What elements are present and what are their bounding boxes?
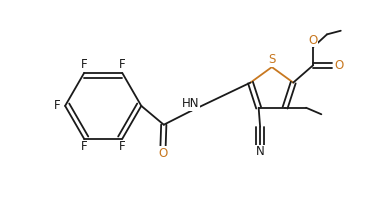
Text: HN: HN bbox=[182, 97, 200, 110]
Text: O: O bbox=[158, 147, 168, 159]
Text: N: N bbox=[256, 145, 265, 159]
Text: F: F bbox=[54, 99, 60, 112]
Text: F: F bbox=[81, 140, 87, 153]
Text: O: O bbox=[309, 34, 318, 47]
Text: F: F bbox=[119, 140, 126, 153]
Text: F: F bbox=[119, 58, 126, 71]
Text: O: O bbox=[335, 59, 344, 72]
Text: F: F bbox=[81, 58, 87, 71]
Text: S: S bbox=[268, 53, 276, 66]
